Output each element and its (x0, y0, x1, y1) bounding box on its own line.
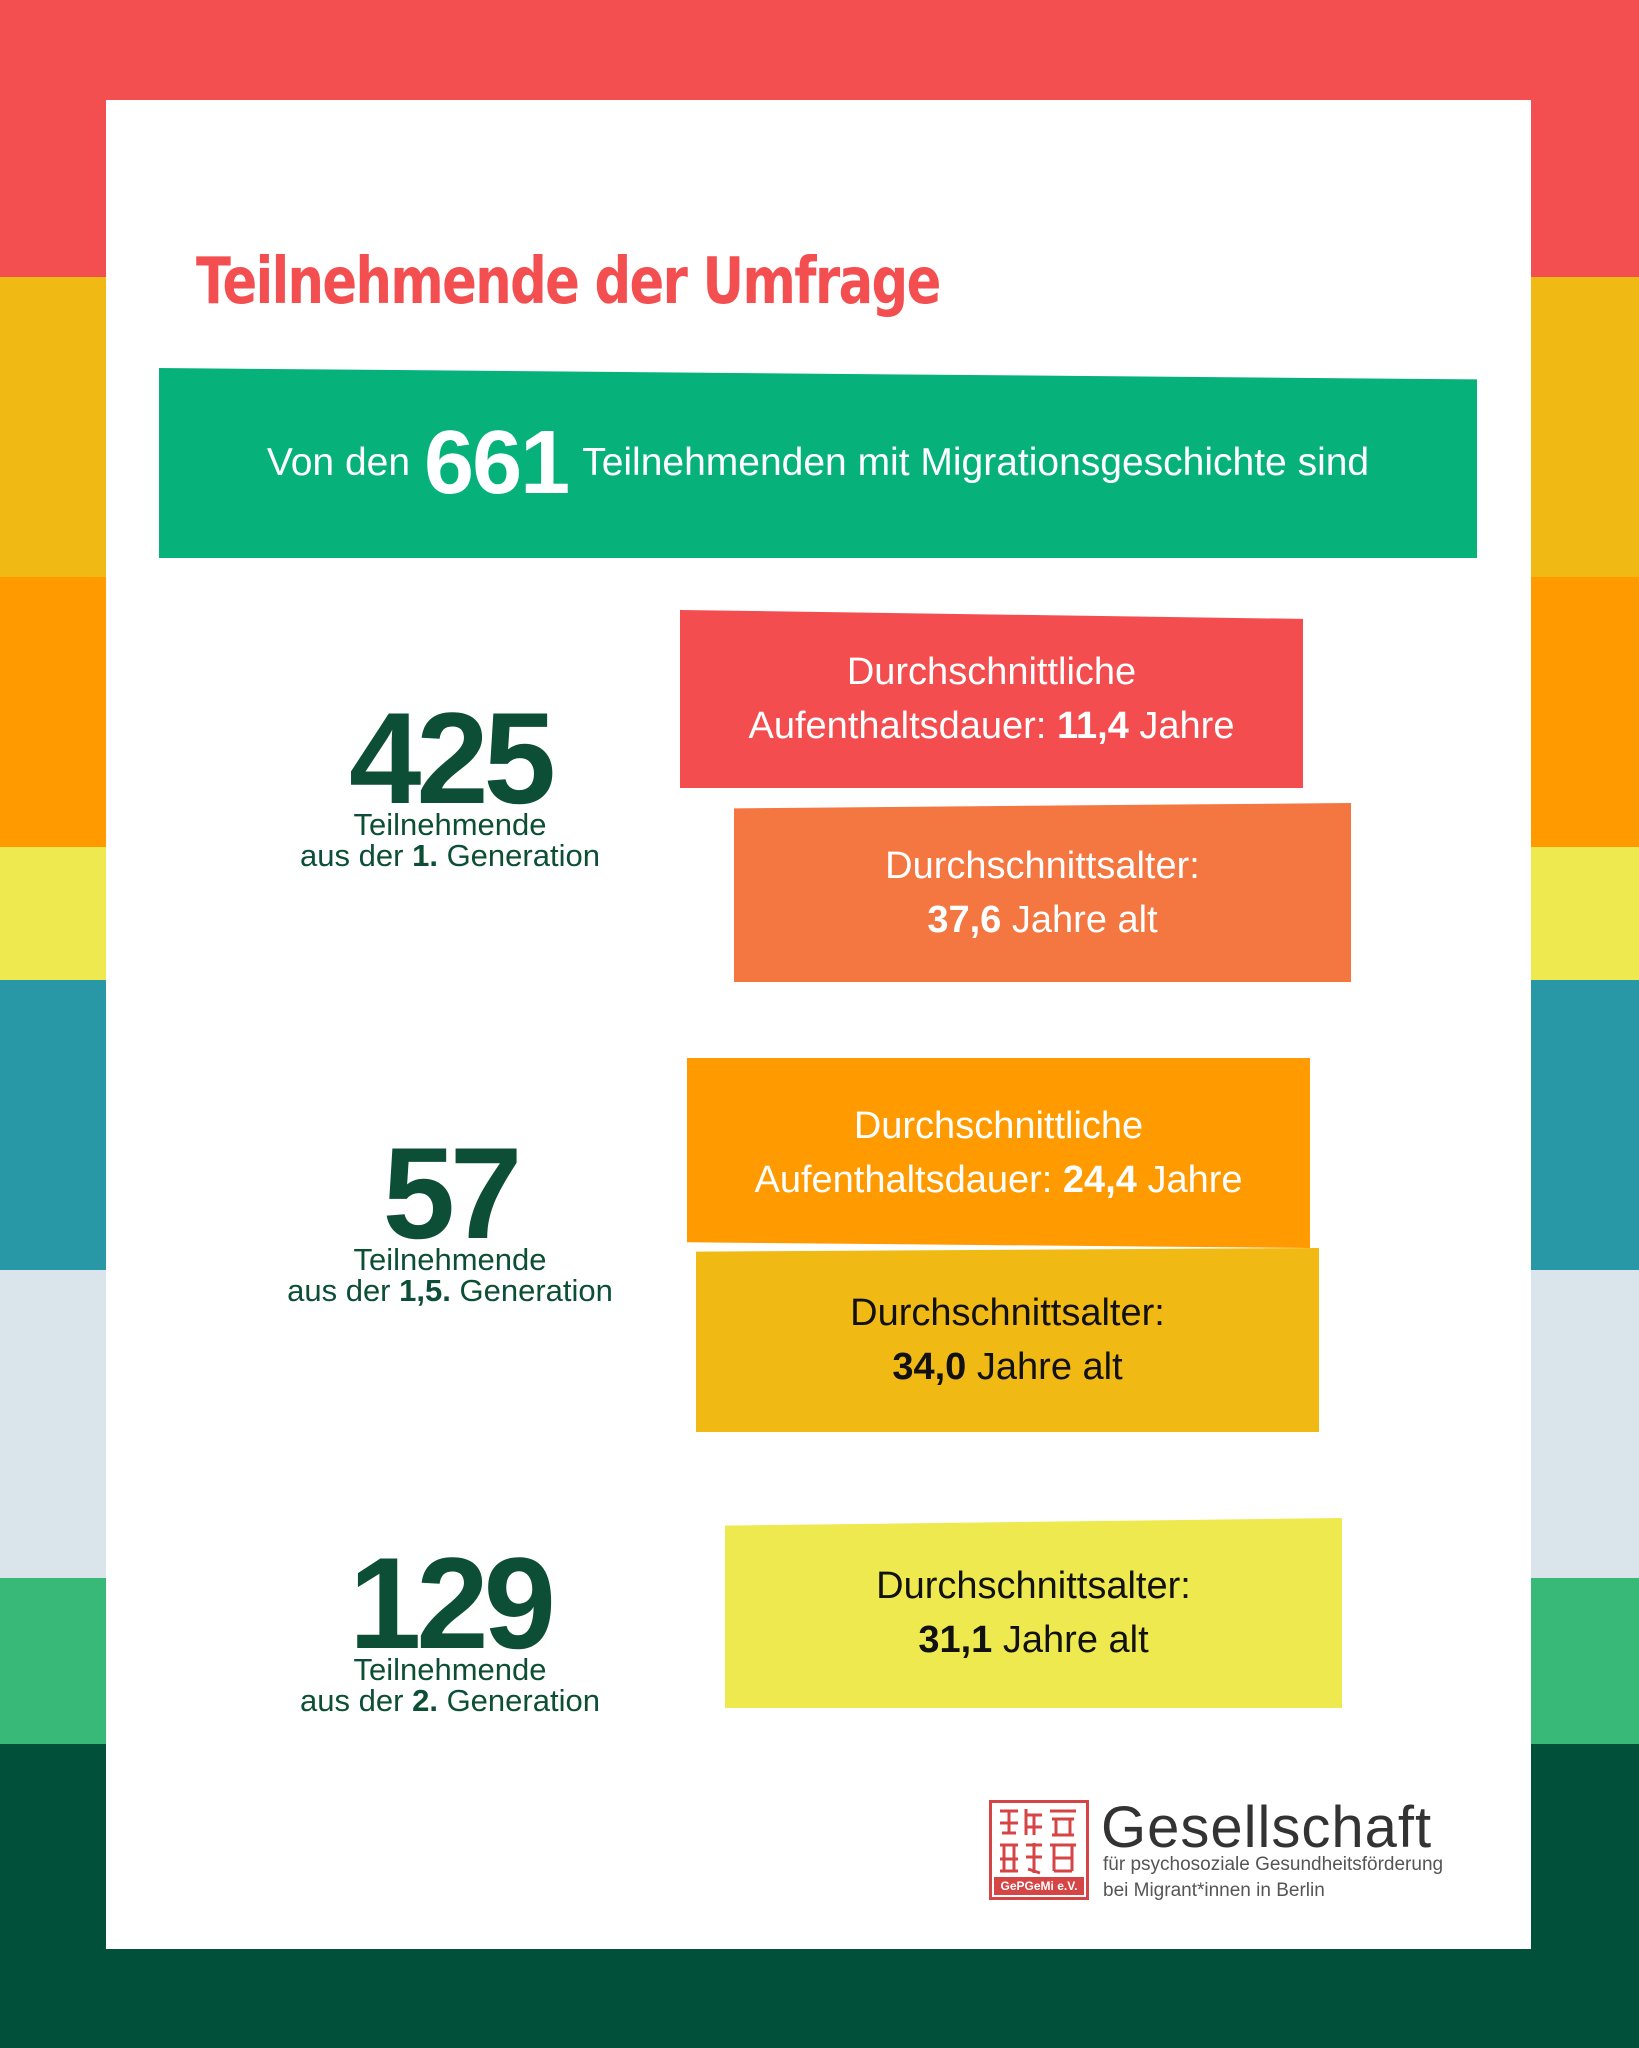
group-label: Teilnehmende (353, 1652, 547, 1687)
group-one-point-five-generation: 57 Teilnehmende aus der 1,5. Generation (240, 1128, 660, 1306)
group-count: 129 (349, 1530, 556, 1676)
group-generation: aus der 2. Generation (300, 1683, 600, 1718)
group-count: 57 (382, 1120, 523, 1266)
logo-name: Gesellschaft (1101, 1795, 1433, 1860)
stay-box-one-point-five-generation: Durchschnittliche Aufenthaltsdauer: 24,4… (687, 1058, 1310, 1248)
seal-icon: GePGeMi e.V. (989, 1800, 1089, 1900)
banner-total: 661 (424, 412, 570, 513)
age-box-one-point-five-generation: Durchschnittsalter: 34,0 Jahre alt (696, 1248, 1319, 1432)
age-box-first-generation: Durchschnittsalter: 37,6 Jahre alt (734, 803, 1351, 982)
group-first-generation: 425 Teilnehmende aus der 1. Generation (240, 693, 660, 871)
group-second-generation: 129 Teilnehmende aus der 2. Generation (240, 1538, 660, 1716)
group-label: Teilnehmende (353, 807, 547, 842)
page-title: Teilnehmende der Umfrage (196, 245, 941, 319)
stay-box-first-generation: Durchschnittliche Aufenthaltsdauer: 11,4… (680, 610, 1303, 788)
banner-suffix: Teilnehmenden mit Migrationsgeschichte s… (582, 441, 1370, 484)
logo-line-1: für psychosoziale Gesundheitsförderung (1103, 1854, 1444, 1875)
group-count: 425 (349, 685, 556, 831)
logo-line-2: bei Migrant*innen in Berlin (1103, 1880, 1325, 1901)
group-generation: aus der 1. Generation (300, 838, 600, 873)
seal-text: GePGeMi e.V. (994, 1877, 1084, 1895)
group-label: Teilnehmende (353, 1242, 547, 1277)
content-card: Teilnehmende der Umfrage Von den 661 Tei… (106, 100, 1531, 1949)
banner-prefix: Von den (266, 441, 411, 484)
age-box-second-generation: Durchschnittsalter: 31,1 Jahre alt (725, 1518, 1342, 1708)
group-generation: aus der 1,5. Generation (287, 1273, 613, 1308)
total-banner: Von den 661 Teilnehmenden mit Migrations… (159, 368, 1477, 558)
